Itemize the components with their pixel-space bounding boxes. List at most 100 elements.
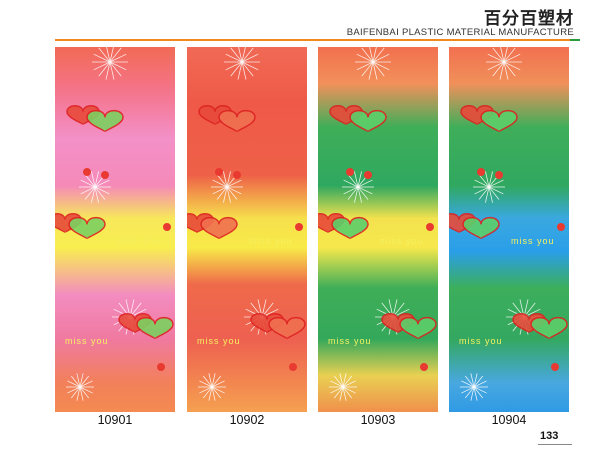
tree-motif [109,61,115,80]
tree-motif [67,380,81,388]
page-number-rule [538,444,572,445]
tree-motif [79,373,84,388]
pattern-text: miss you [380,236,424,246]
balloon-motif [163,223,171,231]
tree-motif [474,186,490,195]
heart-motif [331,216,369,240]
balloon-motif [83,168,91,176]
heart-motif [218,109,256,133]
tree-motif [342,386,353,399]
tree-motif [241,53,259,63]
tree-motif [202,375,213,388]
tree-motif [347,174,359,188]
tree-motif [79,386,93,394]
heart-motif [136,316,174,340]
tree-motif [211,373,216,388]
tree-motif [342,380,356,388]
tree-motif [216,186,228,200]
tree-motif [106,47,111,63]
tree-motif [372,47,385,63]
tree-motif [342,375,353,388]
tree-motif [488,171,493,188]
tree-motif [485,186,490,203]
tree-motif [223,186,228,203]
tree-motif [488,186,500,200]
balloon-motif [101,171,109,179]
tree-motif [211,386,216,401]
tree-motif [478,174,490,188]
page-number: 133 [540,430,559,442]
tree-motif [372,61,390,71]
tree-motif [79,375,90,388]
tree-motif [226,171,231,188]
tree-motif [79,386,90,399]
tree-motif [478,186,490,200]
tree-motif [91,171,96,188]
tree-motif [503,61,516,77]
tree-motif [499,61,505,80]
tree-motif [461,386,475,394]
balloon-motif [477,168,485,176]
tree-motif [473,386,484,399]
tree-motif [333,375,344,388]
tree-motif [339,386,344,401]
tree-motif [80,186,96,195]
tree-motif [343,186,359,195]
tree-motif [330,380,344,388]
tree-motif [342,373,347,388]
tree-motif [492,47,505,63]
balloon-motif [426,223,434,231]
tree-motif [199,380,213,388]
tree-motif [226,186,238,200]
heart-motif [86,109,124,133]
tree-motif [70,375,81,388]
tree-motif [202,386,213,399]
tree-motif [500,47,505,63]
tree-motif [241,61,247,80]
tree-motif [212,179,228,188]
tree-motif [79,386,84,401]
pattern-art: miss you miss you [55,47,174,401]
tree-motif [330,386,344,394]
tree-motif [473,380,487,388]
heart-motif [200,216,238,240]
pattern-text: miss you [328,336,372,346]
tree-motif [354,171,359,188]
tree-motif [342,386,356,394]
tree-motif [356,61,374,71]
heart-motif [530,316,568,340]
tree-motif [226,186,242,195]
pattern-swatch: miss you miss you [55,47,175,412]
tree-motif [109,47,122,63]
tree-motif [356,53,374,63]
tree-motif [357,186,369,200]
tree-motif [109,53,127,63]
tree-motif [84,186,96,200]
tree-motif [503,61,509,80]
pattern-text: miss you [249,236,293,246]
tree-motif [238,47,243,63]
pattern-art: miss you miss you [449,47,568,401]
pattern-swatch: miss you miss you [449,47,569,412]
tree-motif [70,386,81,399]
tree-motif [473,386,478,401]
pattern-swatch: miss you miss you [318,47,438,412]
product-code: 10902 [229,413,265,427]
tree-motif [98,61,111,77]
balloon-motif [289,363,297,371]
tree-motif [208,373,213,388]
tree-motif [461,380,475,388]
tree-motif [357,179,373,188]
tree-motif [357,186,373,195]
balloon-motif [557,223,565,231]
brand-title: 百分百塑材 [484,9,574,29]
tree-motif [230,47,243,63]
heart-motif [399,316,437,340]
tree-motif [105,61,111,80]
pattern-art: miss you miss you [187,47,306,401]
heart-motif [462,216,500,240]
tree-motif [109,61,122,77]
tree-motif [361,61,374,77]
heart-motif [268,316,306,340]
